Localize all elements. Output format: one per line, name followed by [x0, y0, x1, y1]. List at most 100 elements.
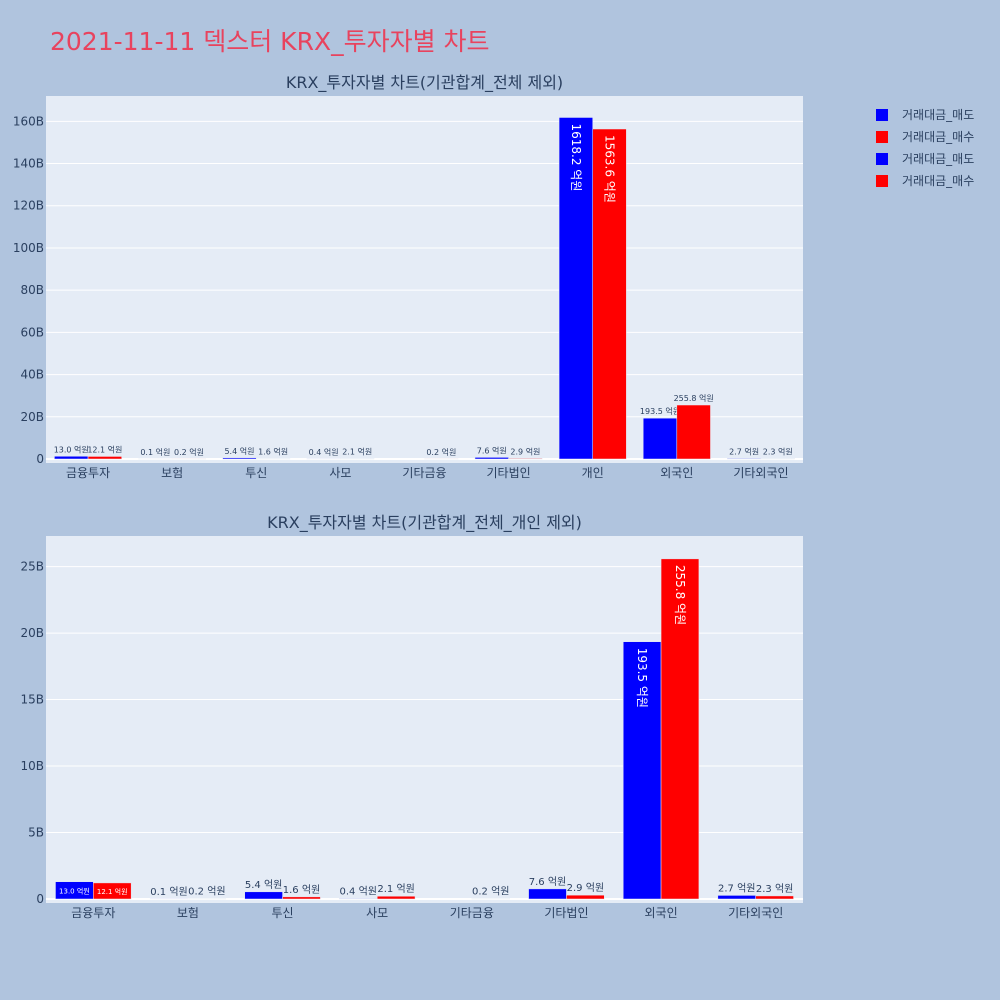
- x-tick-label: 기타금융: [450, 906, 494, 920]
- legend-label: 거래대금_매수: [902, 130, 975, 144]
- data-label: 2.3 억원: [756, 883, 793, 895]
- data-label: 1.6 억원: [283, 884, 320, 896]
- y-tick-label: 0: [36, 452, 44, 466]
- x-tick-label: 개인: [582, 466, 604, 480]
- bar[interactable]: [558, 117, 593, 460]
- bar[interactable]: [376, 895, 416, 900]
- bar[interactable]: [339, 898, 378, 900]
- bar[interactable]: [660, 558, 700, 900]
- bar[interactable]: [622, 641, 662, 900]
- page-title: 2021-11-11 덱스터 KRX_투자자별 차트: [50, 27, 490, 56]
- chart-title: KRX_투자자별 차트(기관합계_전체 제외): [286, 73, 563, 93]
- data-label: 0.2 억원: [188, 886, 225, 898]
- x-tick-label: 기타금융: [402, 466, 446, 480]
- data-label: 1563.6 억원: [603, 135, 617, 203]
- data-label: 2.7 억원: [718, 882, 755, 894]
- x-tick-label: 보험: [161, 466, 183, 480]
- bar[interactable]: [642, 417, 678, 460]
- bar[interactable]: [755, 895, 794, 900]
- legend-label: 거래대금_매수: [902, 174, 975, 188]
- x-tick-label: 투신: [245, 466, 267, 480]
- y-tick-label: 100B: [13, 241, 44, 255]
- y-tick-label: 25B: [20, 560, 44, 574]
- x-tick-label: 기타법인: [544, 906, 588, 920]
- chart-title: KRX_투자자별 차트(기관합계_전체_개인 제외): [267, 513, 582, 533]
- data-label: 7.6 억원: [529, 876, 566, 888]
- data-label: 0.2 억원: [426, 447, 456, 457]
- bar[interactable]: [244, 891, 283, 900]
- data-label: 2.7 억원: [729, 446, 759, 456]
- bar[interactable]: [93, 882, 132, 900]
- data-label: 1618.2 억원: [569, 123, 583, 191]
- x-tick-label: 보험: [177, 906, 199, 920]
- x-tick-label: 기타외국인: [733, 466, 788, 480]
- y-tick-label: 5B: [28, 826, 44, 840]
- data-label: 13.0 억원: [54, 444, 89, 454]
- x-tick-label: 기타외국인: [728, 906, 783, 920]
- data-label: 7.6 억원: [477, 445, 507, 455]
- y-tick-label: 15B: [20, 693, 44, 707]
- y-tick-label: 10B: [20, 759, 44, 773]
- data-label: 193.5 억원: [635, 648, 649, 708]
- y-tick-label: 140B: [13, 157, 44, 171]
- bar[interactable]: [222, 457, 257, 460]
- legend-swatch: [876, 153, 888, 165]
- y-tick-label: 0: [36, 892, 44, 906]
- data-label: 12.1 억원: [87, 444, 122, 454]
- data-label: 193.5 억원: [640, 406, 680, 416]
- x-tick-label: 투신: [272, 906, 294, 920]
- data-label: 2.1 억원: [377, 883, 414, 895]
- bar[interactable]: [727, 458, 762, 460]
- x-tick-label: 사모: [366, 906, 388, 920]
- y-tick-label: 40B: [20, 368, 44, 382]
- y-tick-label: 120B: [13, 199, 44, 213]
- bar[interactable]: [566, 894, 605, 900]
- data-label: 2.1 억원: [342, 447, 372, 457]
- bar[interactable]: [508, 458, 543, 460]
- x-tick-label: 기타법인: [487, 466, 531, 480]
- bar[interactable]: [528, 888, 567, 900]
- data-label: 0.1 억원: [150, 886, 187, 898]
- bar[interactable]: [717, 895, 756, 900]
- y-tick-label: 20B: [20, 626, 44, 640]
- data-label: 2.9 억원: [567, 882, 604, 894]
- bar[interactable]: [474, 457, 509, 460]
- chart-1: 0 20B 40B 60B 80B 100B 120B 140B 160B KRX_투자자별 차트…: [13, 73, 803, 480]
- data-label: 0.4 억원: [309, 447, 339, 457]
- legend-swatch: [876, 109, 888, 121]
- x-tick-label: 외국인: [660, 466, 693, 480]
- data-label: 0.1 억원: [140, 447, 170, 457]
- data-label: 13.0 억원: [59, 886, 90, 895]
- bar[interactable]: [676, 404, 711, 460]
- data-label: 0.2 억원: [174, 447, 204, 457]
- chart-2: 0 5B 10B 15B 20B 25B KRX_투자자별 차트(기관합계_전체_개인 제외…: [20, 513, 803, 920]
- data-label: 255.8 억원: [673, 565, 687, 625]
- data-label: 2.3 억원: [763, 447, 793, 457]
- x-tick-label: 금융투자: [66, 466, 110, 480]
- y-tick-label: 160B: [13, 114, 44, 128]
- bar[interactable]: [282, 896, 321, 900]
- data-label: 2.9 억원: [510, 446, 540, 456]
- y-tick-label: 60B: [20, 325, 44, 339]
- data-label: 5.4 억원: [245, 879, 282, 891]
- bar[interactable]: [592, 128, 627, 460]
- legend-label: 거래대금_매도: [902, 108, 975, 122]
- plot-area: [46, 96, 803, 463]
- data-label: 0.2 억원: [472, 886, 509, 898]
- y-tick-label: 20B: [20, 410, 44, 424]
- data-label: 0.4 억원: [340, 885, 377, 897]
- data-label: 12.1 억원: [97, 887, 128, 896]
- data-label: 1.6 억원: [258, 447, 288, 457]
- bar[interactable]: [54, 456, 89, 460]
- x-tick-label: 외국인: [645, 906, 678, 920]
- legend-label: 거래대금_매도: [902, 152, 975, 166]
- x-tick-label: 금융투자: [71, 906, 115, 920]
- data-label: 255.8 억원: [674, 393, 714, 403]
- y-tick-label: 80B: [20, 283, 44, 297]
- legend-swatch: [876, 131, 888, 143]
- data-label: 5.4 억원: [224, 446, 254, 456]
- legend-swatch: [876, 175, 888, 187]
- bar[interactable]: [87, 456, 122, 460]
- x-tick-label: 사모: [329, 466, 351, 480]
